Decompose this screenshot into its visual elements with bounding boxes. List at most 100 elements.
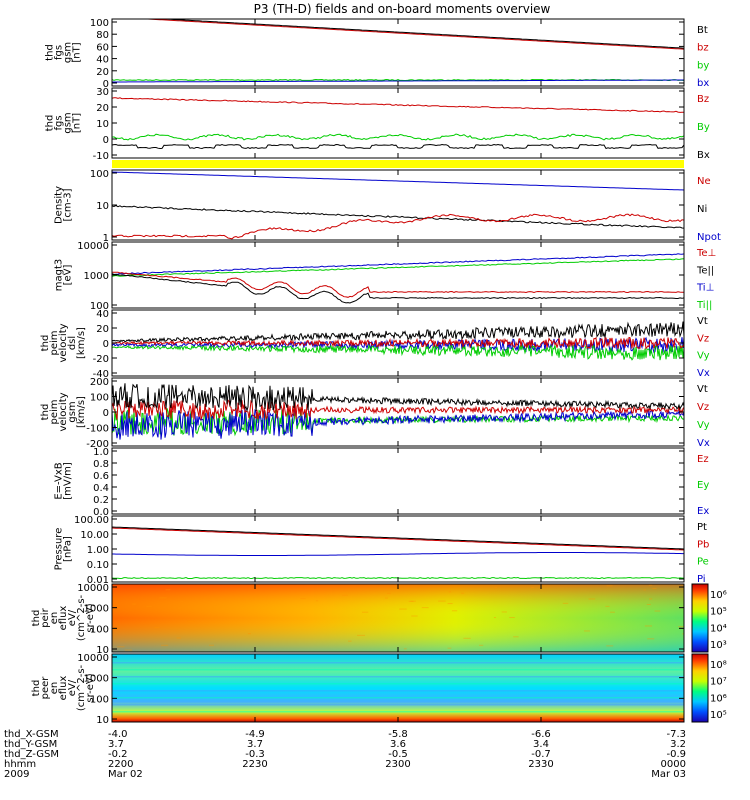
x-tick-value: 3.7 [108,739,124,750]
y-tick-label: 1000 [84,271,109,282]
legend-Ez: Ez [697,454,709,465]
y-axis-label: magt3 [54,259,65,292]
panel-6-plot-area [112,383,684,440]
y-axis-label: thd [40,404,51,421]
colorbar-1: 10⁶ 10⁵ 10⁴ 10³ [691,583,727,653]
y-axis-label: thd [31,680,42,697]
legend-By: By [697,122,710,133]
y-tick-label: 40 [96,55,109,66]
x-tick-value: -7.3 [666,729,686,740]
panel-7: 1.00.80.60.40.20.0 E=-VxB[mV/m] Ez Ey Ex [54,447,710,518]
y-axis-label: fgs [54,45,65,60]
x-tick-value: -0.2 [108,749,128,760]
panel-2-plot-area [112,97,684,150]
y-tick-label: 100 [90,301,109,312]
colorbar-2: 10⁸ 10⁷ 10⁶ 10⁵ [691,653,727,723]
x-row-label: hhmm [4,759,36,770]
y-axis-label: en [49,612,60,625]
y-tick-label: 80 [96,30,109,41]
y-axis-label: velocity [58,323,69,362]
y-tick-label: 0.0 [93,507,109,518]
y-tick-label: -40 [93,369,109,380]
y-axis-label: peim [49,330,60,355]
panel-4: 10000 1000 100 magt3[eV] Te⊥ Te|| Ti⊥ Ti|| [54,241,717,312]
y-axis-label: thd [31,610,42,627]
y-tick-label: 40 [96,309,109,320]
y-tick-label: 20 [96,67,109,78]
y-tick-label: 0 [103,339,109,350]
legend-Pt: Pt [697,522,707,533]
y-tick-label: 0 [103,79,109,90]
x-tick-value: 3.2 [670,739,686,750]
chart-title: P3 (TH-D) fields and on-board moments ov… [254,2,551,16]
legend-Te||: Te|| [696,265,714,276]
y-axis-label: thd [40,335,51,352]
y-tick-label: 20 [96,103,109,114]
legend-Pb: Pb [697,539,709,550]
y-axis-label: [nT] [72,42,83,62]
y-tick-label: 20 [96,324,109,335]
legend-Pi: Pi [697,574,706,585]
y-tick-label: 0.4 [93,483,109,494]
colorbar-tick: 10⁵ [710,607,727,618]
x-tick-value: -4.0 [108,729,128,740]
panel-3: 100 10 1 Density[cm-3] Ne Ni Npot [54,169,721,244]
legend-Npot: Npot [697,232,721,243]
panel-10-plot-area [112,654,684,722]
panel-1-plot-area [112,19,684,83]
y-tick-label: 10 [96,715,109,726]
legend-bz: bz [697,43,709,54]
panel-frame [111,515,685,583]
x-tick-value: 3.6 [390,739,406,750]
x-row-label: thd_Y-GSM [4,739,57,750]
y-axis-label: peir [40,607,51,627]
y-axis-label: fgs [54,115,65,130]
y-tick-label: 60 [96,42,109,53]
y-tick-label: 0.10 [87,560,109,571]
y-tick-label: 100 [90,624,109,635]
panel-frame [111,18,685,87]
y-axis-label: eV/ [67,679,78,696]
y-tick-label: 1000 [84,674,109,685]
colorbar-tick: 10⁸ [710,660,727,671]
x-tick-value: -4.9 [245,729,265,740]
x-tick-value: 3.7 [247,739,263,750]
y-tick-label: 0.2 [93,495,109,506]
y-tick-label: 10000 [77,241,109,252]
x-tick-value: Mar 03 [651,769,686,780]
y-tick-label: 10 [96,201,109,212]
y-axis-label: [nT] [72,113,83,133]
colorbar-tick: 10³ [710,640,727,651]
y-axis-label: [km/s] [76,396,87,428]
x-tick-value: -0.5 [388,749,408,760]
panel-frame [111,447,685,515]
legend-Vx: Vx [697,438,710,449]
y-axis-label: E=-VxB [54,462,65,499]
colorbar-tick: 10⁵ [710,710,727,721]
x-tick-value: 0000 [661,759,686,770]
y-tick-label: 1000 [84,604,109,615]
x-tick-value: -0.9 [666,749,686,760]
panel-10: 10000 1000 100 10 thdpeerenefluxeV/(cm^2-s-s… [31,653,727,726]
panel-9: 10000 1000 100 10 thdpeirenefluxeV/(cm^2-s-s… [31,583,727,656]
legend-Vx: Vx [697,368,710,379]
panel-5-plot-area [112,321,684,361]
legend-Ni: Ni [697,204,707,215]
x-tick-value: 2230 [242,759,267,770]
y-tick-label: -20 [93,354,109,365]
y-tick-label: -100 [86,424,109,435]
legend-Bt: Bt [697,25,708,36]
y-axis-label: peim [49,399,60,424]
panel-4-plot-area [112,253,684,304]
y-axis-label: en [49,682,60,695]
x-tick-value: 2330 [528,759,553,770]
y-axis-label: thd [45,115,56,132]
legend-Ey: Ey [697,480,709,491]
y-tick-label: 0 [103,135,109,146]
y-tick-label: -10 [93,151,109,162]
y-axis-label: sr-eV) [85,603,96,632]
